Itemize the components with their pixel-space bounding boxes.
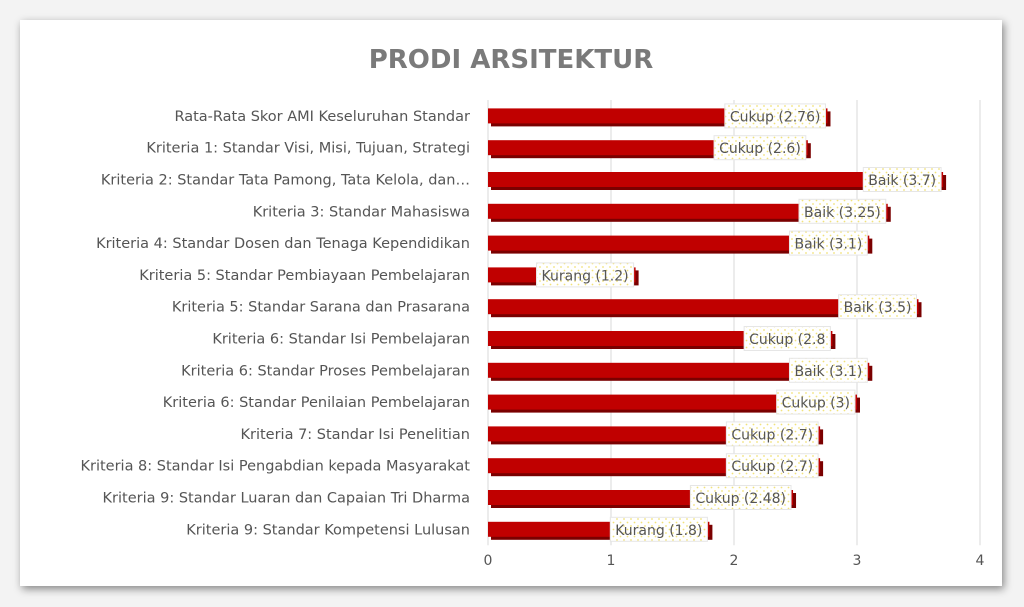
chart-frame: PRODI ARSITEKTUR Rata-Rata Skor AMI Kese… — [20, 20, 1002, 586]
data-label-group: Cukup (2.8 — [743, 326, 831, 351]
data-label-group: Baik (3.7) — [862, 167, 942, 192]
data-label: Baik (3.1) — [794, 237, 862, 253]
data-label: Baik (3.1) — [794, 364, 862, 380]
x-axis-ticks: 0 1 2 3 4 — [484, 553, 985, 569]
data-label: Baik (3.25) — [804, 205, 881, 221]
x-tick-label: 4 — [976, 553, 985, 569]
data-label-group: Cukup (2.7) — [725, 453, 819, 479]
data-label-box — [725, 453, 819, 479]
category-label: Kriteria 6: Standar Penilaian Pembelajar… — [163, 395, 470, 411]
data-labels: Cukup (2.76) Cukup (2.6) Baik (3.7) Baik (3… — [536, 103, 942, 542]
data-label-box — [725, 421, 819, 447]
data-label-group: Cukup (3) — [776, 389, 856, 415]
data-label-box — [788, 230, 868, 256]
data-label-group: Baik (3.5) — [838, 294, 917, 320]
bars — [488, 108, 947, 540]
data-label-box — [713, 135, 807, 161]
bar — [488, 299, 919, 315]
data-label-group: Kurang (1.2) — [536, 262, 635, 288]
data-label-group: Cukup (2.6) — [713, 135, 807, 161]
category-label: Kriteria 8: Standar Isi Pengabdian kepad… — [80, 459, 470, 475]
bar — [488, 235, 870, 251]
data-label-box — [798, 198, 887, 224]
category-label: Kriteria 1: Standar Visi, Misi, Tujuan, … — [146, 141, 470, 157]
data-label: Cukup (3) — [782, 396, 850, 412]
data-label-box — [724, 103, 826, 129]
category-label: Kriteria 5: Standar Pembiayaan Pembelaja… — [139, 268, 470, 284]
category-label: Kriteria 2: Standar Tata Pamong, Tata Ke… — [101, 173, 470, 189]
chart-title: PRODI ARSITEKTUR — [369, 45, 654, 75]
category-label: Kriteria 6: Standar Isi Pembelajaran — [212, 332, 470, 348]
bar — [488, 203, 888, 219]
data-label: Cukup (2.7) — [731, 459, 813, 475]
data-label-group: Kurang (1.8) — [609, 516, 708, 542]
x-tick-label: 3 — [853, 553, 862, 569]
category-label: Kriteria 4: Standar Dosen dan Tenaga Kep… — [96, 236, 470, 252]
data-label: Cukup (2.8 — [749, 332, 825, 348]
category-label: Kriteria 9: Standar Luaran dan Capaian T… — [103, 491, 470, 507]
data-label: Cukup (2.6) — [719, 141, 801, 157]
data-label-group: Baik (3.25) — [798, 198, 887, 224]
data-label: Cukup (2.48) — [695, 491, 786, 507]
data-label-group: Baik (3.1) — [788, 230, 868, 256]
data-label: Kurang (1.2) — [542, 268, 629, 284]
category-label: Rata-Rata Skor AMI Keseluruhan Standar — [174, 109, 470, 125]
data-label-box — [743, 326, 831, 351]
data-label-box — [838, 294, 917, 320]
data-label: Cukup (2.76) — [730, 109, 821, 125]
data-label: Kurang (1.8) — [615, 523, 702, 539]
data-label: Cukup (2.7) — [731, 427, 813, 443]
category-label: Kriteria 7: Standar Isi Penelitian — [240, 427, 470, 443]
category-labels: Rata-Rata Skor AMI Keseluruhan Standar Kr… — [80, 109, 470, 538]
data-label-group: Cukup (2.48) — [689, 485, 792, 510]
category-label: Kriteria 5: Standar Sarana dan Prasarana — [172, 300, 470, 316]
data-label-group: Cukup (2.76) — [724, 103, 826, 129]
x-tick-label: 0 — [484, 553, 493, 569]
data-label-box — [862, 167, 942, 192]
data-label-group: Baik (3.1) — [788, 357, 868, 383]
category-label: Kriteria 3: Standar Mahasiswa — [253, 204, 470, 220]
gridlines — [487, 100, 981, 546]
data-label-box — [609, 516, 708, 542]
data-label-box — [776, 389, 856, 415]
x-tick-label: 1 — [607, 553, 616, 569]
bar-chart: PRODI ARSITEKTUR Rata-Rata Skor AMI Kese… — [80, 45, 985, 569]
category-label: Kriteria 6: Standar Proses Pembelajaran — [181, 363, 470, 379]
data-label: Baik (3.5) — [844, 300, 912, 316]
bar — [488, 362, 870, 378]
bar — [488, 394, 857, 410]
x-tick-label: 2 — [730, 553, 739, 569]
bar — [488, 172, 944, 187]
category-label: Kriteria 9: Standar Kompetensi Lulusan — [186, 522, 470, 538]
data-label-box — [689, 485, 792, 510]
data-label: Baik (3.7) — [868, 173, 936, 189]
data-label-box — [788, 357, 868, 383]
data-label-group: Cukup (2.7) — [725, 421, 819, 447]
data-label-box — [536, 262, 635, 288]
